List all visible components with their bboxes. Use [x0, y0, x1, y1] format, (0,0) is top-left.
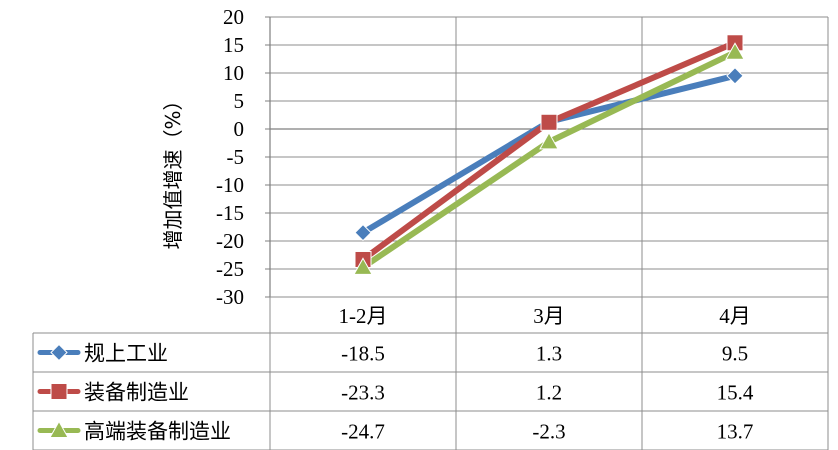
series-0-point-0 — [354, 223, 372, 242]
y-tick-label-6: -10 — [216, 173, 244, 197]
legend-marker-2 — [49, 420, 69, 438]
x-tick-label-2: 4月 — [719, 304, 751, 328]
y-tick-label-1: 15 — [223, 33, 244, 57]
data-label-1-2: 15.4 — [717, 381, 754, 405]
data-label-0-1: 1.3 — [536, 342, 562, 366]
y-tick-label-3: 5 — [234, 89, 245, 113]
series-0-point-2 — [726, 67, 744, 85]
series-2-point-0 — [353, 257, 373, 275]
legend-entry-2: 高端装备制造业 — [84, 420, 231, 444]
legend-marker-0 — [50, 343, 68, 362]
series-2-point-2 — [725, 42, 745, 60]
y-tick-label-4: 0 — [234, 117, 245, 141]
x-tick-label-0: 1-2月 — [339, 304, 388, 328]
x-tick-label-1: 3月 — [533, 304, 565, 328]
data-label-2-0: -24.7 — [341, 420, 385, 444]
legend-entry-0: 规上工业 — [84, 342, 168, 366]
y-axis-label: 增加值增速（%） — [161, 90, 185, 249]
series-lines — [360, 39, 738, 271]
y-tick-label-8: -20 — [216, 229, 244, 253]
gridlines — [270, 16, 829, 297]
data-label-0-2: 9.5 — [722, 342, 748, 366]
series-line-2 — [360, 49, 738, 271]
y-tick-label-5: -5 — [227, 145, 245, 169]
y-tick-labels: 20 15 10 5 0 -5 -10 -15 -20 -25 -30 — [216, 5, 244, 309]
data-label-1-1: 1.2 — [536, 381, 562, 405]
legend-marker-1 — [50, 383, 68, 400]
y-tick-label-2: 10 — [223, 61, 244, 85]
series-1-point-1 — [540, 113, 558, 131]
data-label-2-2: 13.7 — [717, 420, 754, 444]
y-tick-label-0: 20 — [223, 5, 244, 29]
series-markers — [353, 34, 745, 275]
legend-entry-1: 装备制造业 — [84, 381, 189, 405]
series-line-0 — [360, 72, 738, 236]
y-tick-label-9: -25 — [216, 257, 244, 281]
series-2-point-1 — [539, 131, 559, 150]
data-label-1-0: -23.3 — [341, 381, 385, 405]
data-label-0-0: -18.5 — [341, 342, 385, 366]
data-label-2-1: -2.3 — [532, 420, 565, 444]
y-tick-label-10: -30 — [216, 285, 244, 309]
y-tick-label-7: -15 — [216, 201, 244, 225]
